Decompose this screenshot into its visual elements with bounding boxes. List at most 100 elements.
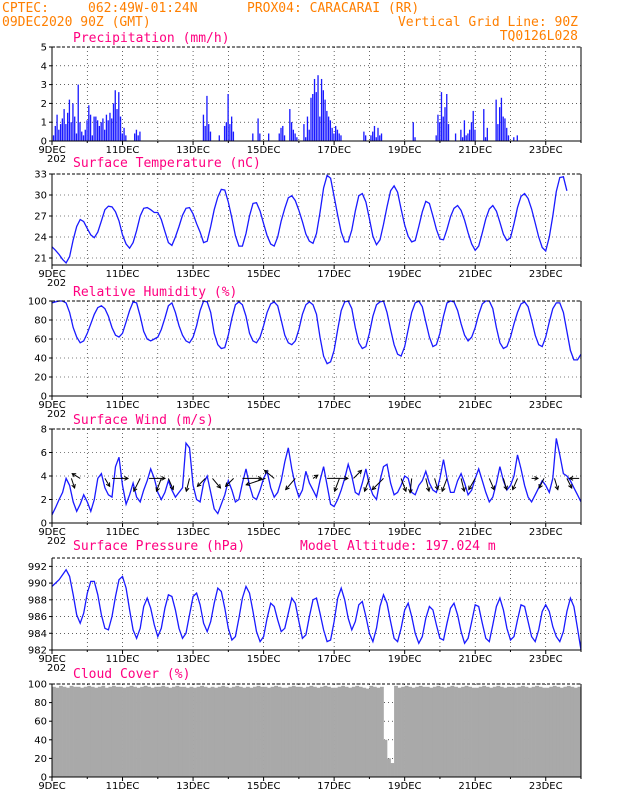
cloud-bar — [270, 686, 275, 777]
wind-arrow — [425, 478, 430, 492]
cloud-bar — [450, 685, 455, 777]
precip-bar — [513, 137, 515, 141]
series — [51, 568, 582, 651]
x-tick-label: 23DEC — [529, 269, 563, 280]
precip-bar — [440, 92, 443, 141]
panel-title: Relative Humidity (%) — [73, 285, 237, 300]
cloud-bar — [446, 686, 451, 777]
precip-bar — [91, 135, 93, 141]
cloud-bar — [351, 686, 356, 777]
wind-arrow — [554, 478, 559, 490]
cloud-bar — [288, 686, 293, 777]
cloud-bar — [372, 686, 377, 777]
cloud-bar — [517, 686, 522, 777]
wind-arrow — [197, 478, 206, 487]
wind-arrow-head — [357, 469, 363, 475]
cloud-bar — [133, 686, 137, 777]
precip-bar — [322, 90, 324, 141]
cloud-bar — [577, 686, 582, 777]
precip-bar — [89, 114, 92, 141]
cloud-bar — [274, 685, 279, 777]
precip-bar — [137, 135, 139, 141]
precip-bar — [506, 127, 508, 141]
cloud-bar — [545, 687, 550, 777]
precip-bar — [208, 124, 210, 141]
cloud-bar — [115, 686, 120, 777]
y-axis: 0 2 4 6 8 — [41, 425, 52, 530]
cloud-bar — [485, 686, 490, 777]
x-tick-label: 15DEC — [247, 654, 281, 665]
cloud-bar — [164, 686, 169, 777]
cloud-bar — [327, 686, 331, 777]
x-tick-label: 19DEC — [388, 400, 422, 411]
cloud-bar — [401, 686, 405, 777]
precip-bar — [327, 116, 330, 141]
cloud-bar — [55, 687, 60, 777]
cloud-bar — [200, 685, 204, 777]
cloud-bar — [499, 686, 504, 777]
cloud-bar — [556, 686, 561, 777]
x-tick-label: 17DEC — [317, 654, 351, 665]
cloud-bar — [178, 686, 183, 777]
cloud-bar — [80, 687, 85, 777]
precip-bar — [107, 120, 109, 141]
cloud-bar — [471, 687, 476, 777]
cloud-bar — [316, 687, 321, 777]
y-tick-label: 100 — [28, 680, 47, 691]
precip-bar — [465, 135, 467, 141]
cloud-bar — [256, 685, 261, 777]
cloud-bar — [291, 685, 296, 777]
cloud-bar — [542, 687, 547, 777]
x-tick-label: 13DEC — [176, 269, 210, 280]
precip-bar — [229, 124, 231, 141]
grid — [52, 173, 581, 265]
x-tick-label: 13DEC — [176, 527, 210, 538]
cloud-bar — [140, 686, 144, 777]
x-tick-label: 21DEC — [458, 400, 492, 411]
cloud-bar — [147, 686, 152, 777]
precip-bar — [259, 133, 261, 141]
wind-arrow — [285, 478, 296, 490]
precip-bar — [93, 116, 95, 141]
precip-bar — [98, 125, 101, 141]
wind-arrow-head — [408, 488, 413, 494]
cloud-bar — [323, 685, 328, 777]
wind-arrow — [434, 478, 439, 490]
precip-bar — [292, 129, 295, 141]
wind-arrow-head — [568, 483, 573, 489]
cloud-bar — [341, 685, 346, 777]
cloud-bar — [111, 685, 116, 777]
precip-bar — [500, 97, 503, 141]
precip-bar — [282, 125, 284, 141]
precip-bar — [379, 135, 381, 141]
cloud-bar — [355, 685, 360, 777]
x-tick-label: 15DEC — [247, 400, 281, 411]
precip-bar — [111, 118, 113, 141]
precip-bar — [470, 122, 473, 141]
precip-bar — [202, 114, 205, 141]
x-tick-label: 21DEC — [458, 527, 492, 538]
cloud-bar — [108, 686, 113, 777]
cloud-bar — [376, 687, 381, 777]
x-tick-label: 21DEC — [458, 269, 492, 280]
cloud-bar — [439, 686, 444, 777]
x-axis: 9DEC 11DEC 13DEC 15DEC 17DEC 19DEC 21DEC 23DEC 2… — [38, 265, 582, 289]
y-tick-label: 0 — [41, 519, 47, 530]
x-tick-label: 13DEC — [176, 400, 210, 411]
wind-arrow-head — [554, 485, 560, 491]
cloud-bar — [76, 686, 81, 777]
x-axis: 9DEC 11DEC 13DEC 15DEC 17DEC 19DEC 21DEC 23DEC 2… — [38, 650, 582, 674]
series-line — [51, 438, 582, 516]
precip-bar — [370, 135, 372, 141]
cloud-bar — [87, 685, 92, 777]
y-tick-label: 2 — [41, 99, 47, 110]
cloud-bar — [482, 685, 487, 777]
precip-bar — [504, 118, 506, 141]
cloud-bar — [267, 687, 271, 777]
precip-bar — [109, 112, 111, 141]
precip-bar — [230, 116, 233, 141]
series — [52, 75, 518, 141]
cloud-bar — [281, 687, 286, 777]
x-tick-label: 17DEC — [317, 269, 351, 280]
cloud-bar — [309, 685, 314, 777]
